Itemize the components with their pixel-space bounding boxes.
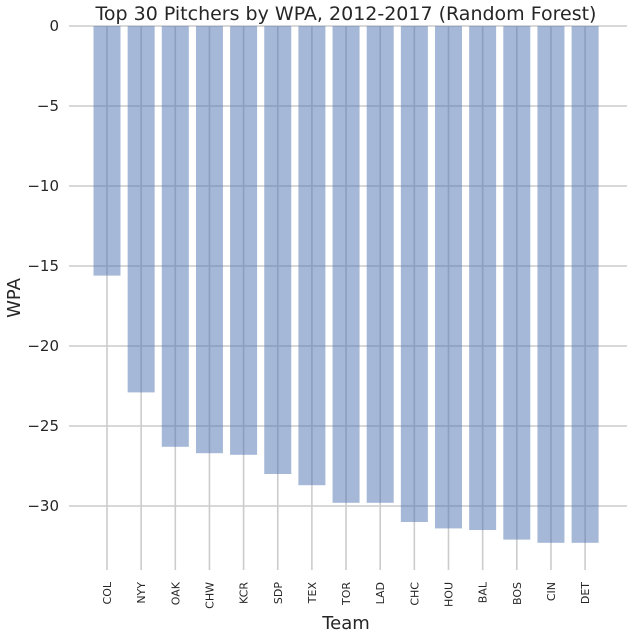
bar-lad	[366, 26, 394, 503]
x-tick-label: HOU	[443, 582, 456, 607]
y-tick-labels: 0 −5 −10 −15 −20 −25 −30	[27, 17, 59, 515]
x-tick-label: CHC	[408, 582, 421, 606]
bar-oak	[161, 26, 189, 447]
bar-det	[571, 26, 599, 543]
x-axis-label: Team	[321, 613, 370, 634]
bar-bal	[469, 26, 497, 530]
x-tick-label: BOS	[511, 582, 524, 605]
y-tick-label: −30	[27, 497, 59, 515]
x-tick-labels: COL NYY OAK CHW KCR SDP TEX TOR LAD CHC HOU BAL BOS C…	[101, 581, 592, 609]
bar-bos	[503, 26, 531, 540]
bars	[93, 26, 599, 543]
x-tick-label: CIN	[545, 582, 558, 601]
x-tick-label: SDP	[272, 582, 285, 604]
bar-tor	[332, 26, 360, 503]
y-tick-label: 0	[49, 17, 59, 35]
x-tick-label: KCR	[238, 582, 251, 604]
x-tick-label: DET	[579, 582, 592, 604]
x-tick-label: CHW	[203, 582, 216, 609]
x-tick-label: BAL	[477, 581, 490, 603]
x-tick-label: LAD	[374, 582, 387, 604]
bar-chw	[195, 26, 223, 454]
x-tick-label: TOR	[340, 582, 353, 606]
x-tick-label: NYY	[135, 582, 148, 604]
bar-nyy	[127, 26, 155, 393]
y-tick-label: −5	[37, 97, 59, 115]
bar-sdp	[264, 26, 292, 474]
bar-cin	[537, 26, 565, 543]
y-tick-label: −10	[27, 177, 59, 195]
bar-hou	[435, 26, 462, 529]
bar-col	[93, 26, 121, 276]
y-axis-label: WPA	[4, 277, 25, 318]
x-tick-label: TEX	[306, 582, 319, 605]
y-tick-label: −20	[27, 337, 59, 355]
chart-title: Top 30 Pitchers by WPA, 2012-2017 (Rando…	[95, 3, 597, 25]
bar-kcr	[230, 26, 258, 455]
y-tick-label: −25	[27, 417, 59, 435]
x-tick-label: COL	[101, 581, 114, 604]
bar-chc	[400, 26, 428, 522]
x-tick-label: OAK	[169, 581, 182, 605]
bar-tex	[298, 26, 326, 486]
y-tick-label: −15	[27, 257, 59, 275]
